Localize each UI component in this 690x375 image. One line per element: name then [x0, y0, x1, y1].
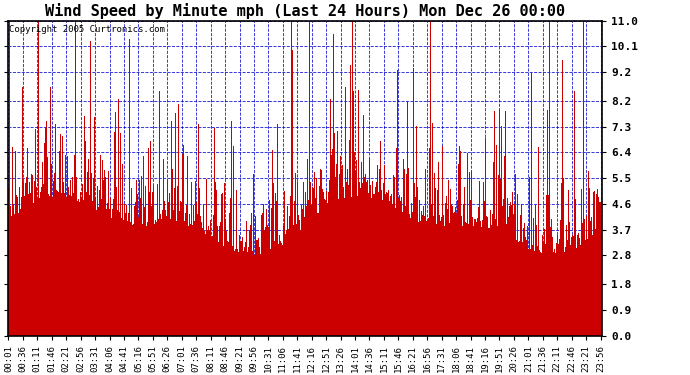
- Title: Wind Speed by Minute mph (Last 24 Hours) Mon Dec 26 00:00: Wind Speed by Minute mph (Last 24 Hours)…: [45, 3, 565, 20]
- Text: Copyright 2005 Curtronics.com: Copyright 2005 Curtronics.com: [10, 26, 166, 34]
